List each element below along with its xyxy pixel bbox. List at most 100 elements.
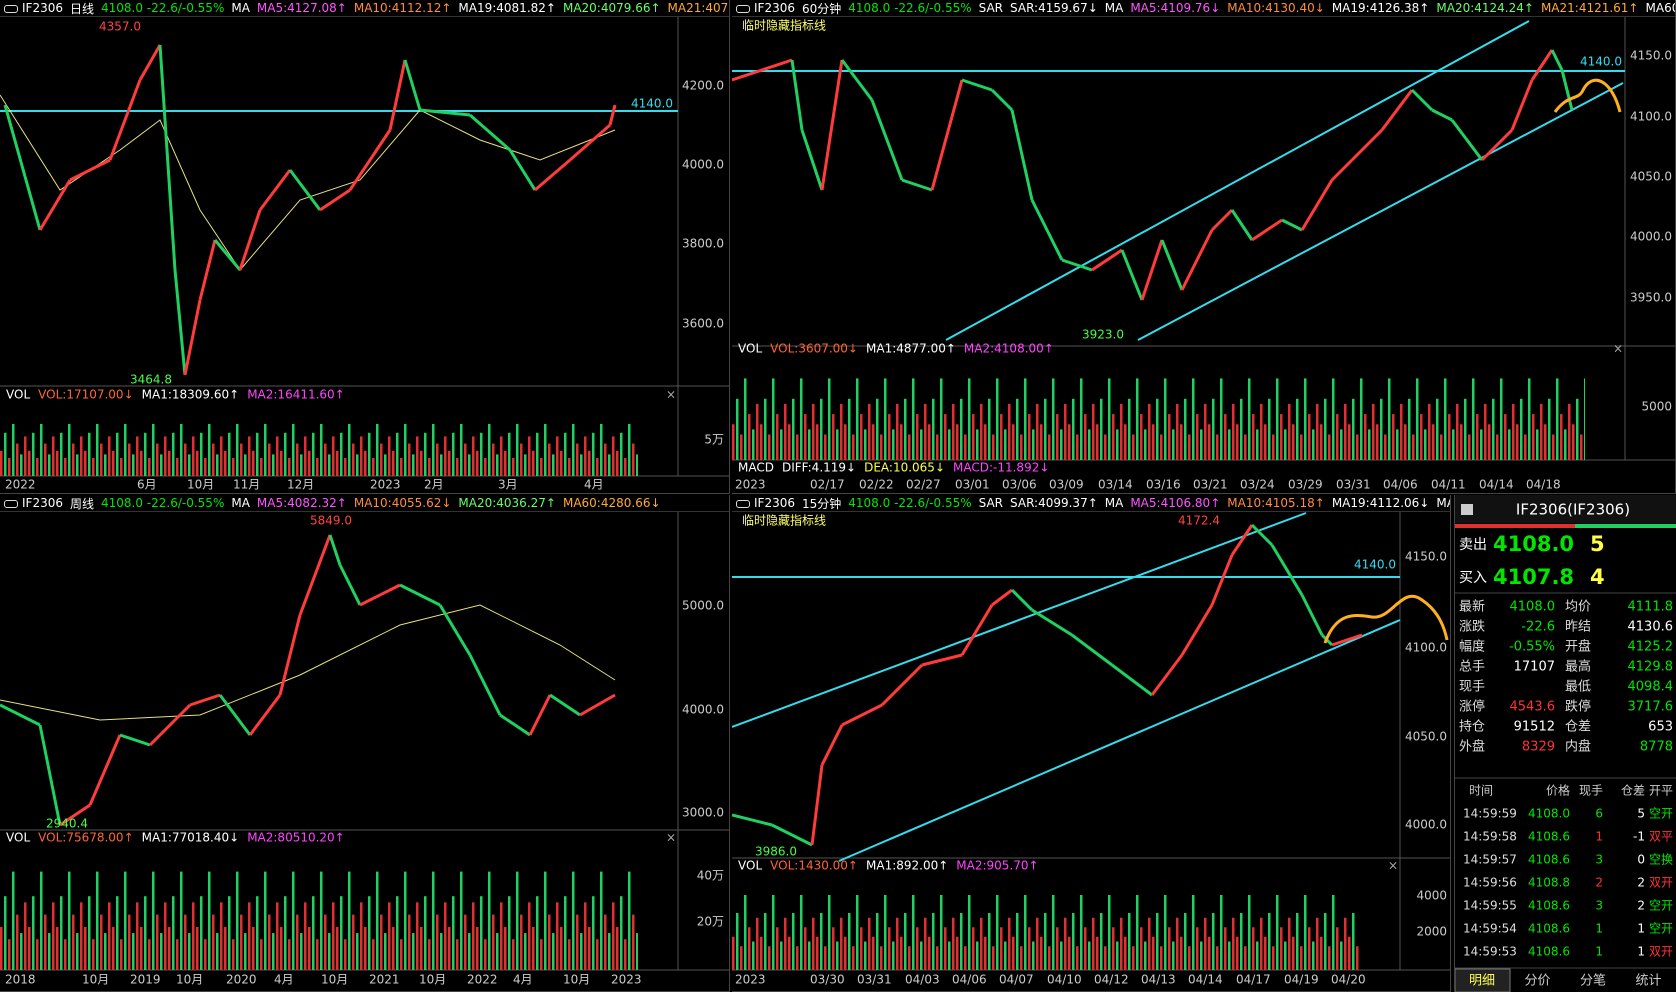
- header-item[interactable]: 日线: [69, 1, 94, 16]
- indicator-label: VOL:3607.00↓: [770, 342, 858, 356]
- chart-panel: 5000.0 4000.0 3000.0 5849.0 2940.4 VOL VOL:756…: [0, 495, 730, 992]
- price-segment: [800, 129, 824, 191]
- tick-cell: -1: [1633, 830, 1645, 844]
- price-segment: [608, 104, 617, 126]
- header-item: MA21:4075.72↑: [667, 1, 729, 15]
- price-segment: [1410, 88, 1434, 112]
- ticks-header: 现手: [1579, 784, 1603, 798]
- time-axis-label: 2023: [611, 973, 642, 987]
- header-item: MA20:4124.24↑: [1436, 1, 1534, 15]
- panel-header: IF2306 60分钟 4108.0 -22.6/-0.55% SAR SAR:4159…: [732, 0, 1675, 17]
- tick-cell: 5: [1637, 807, 1645, 821]
- tick-cell: 2: [1637, 899, 1645, 913]
- time-axis-label: 6月: [137, 478, 157, 492]
- header-item: MA10:4112.12↑: [353, 1, 452, 15]
- indicator-label: MA1:18309.60↑: [142, 388, 240, 402]
- price-segment: [870, 99, 904, 181]
- tick-cell: 空换: [1649, 853, 1673, 867]
- header-item[interactable]: IF2306: [754, 496, 795, 510]
- price-axis-label: 4000.0: [1630, 230, 1672, 244]
- time-axis-label: 10月: [419, 973, 446, 987]
- title-bar: [1455, 495, 1676, 523]
- price-segment: [1160, 239, 1184, 291]
- price-segment: [0, 703, 41, 727]
- link-icon: [4, 500, 18, 508]
- note: 临时隐藏指标线: [742, 513, 826, 528]
- price-segment: [1071, 633, 1113, 667]
- tick-cell: 4108.8: [1528, 876, 1570, 890]
- ask-bar: [1455, 524, 1575, 528]
- ticks-header: 仓差: [1621, 784, 1645, 798]
- header-item: MA: [1104, 496, 1124, 510]
- tick-cell: 1: [1595, 830, 1603, 844]
- price-axis-label: 5000.0: [682, 599, 724, 613]
- price-segment: [1550, 49, 1564, 71]
- price-segment: [1281, 218, 1303, 232]
- time-axis-label: 03/16: [1146, 478, 1181, 492]
- header-item: 4108.0 -22.6/-0.55%: [101, 496, 225, 510]
- price-segment: [1010, 109, 1034, 201]
- time-axis-label: 03/24: [1240, 478, 1275, 492]
- price-segment: [1210, 554, 1234, 606]
- tick-cell: 3: [1595, 899, 1603, 913]
- tab[interactable]: 分价: [1524, 974, 1550, 989]
- tab[interactable]: 统计: [1635, 974, 1661, 989]
- header-item: MA20:4079.66↑: [562, 1, 661, 15]
- header-item: MA19:4112.06↓: [1331, 496, 1430, 510]
- header-item[interactable]: IF2306: [754, 1, 795, 15]
- stat-value: 8329: [1522, 740, 1555, 755]
- time-axis-label: 04/13: [1141, 973, 1176, 987]
- time-axis-label: 03/14: [1098, 478, 1133, 492]
- stat-label: 均价: [1565, 600, 1591, 615]
- volume-bars: [0, 867, 638, 970]
- tab[interactable]: 明细: [1469, 974, 1495, 989]
- ticks-header: 价格: [1546, 783, 1570, 798]
- volume-axis-label: 4000: [1416, 889, 1447, 903]
- tick-cell: 双平: [1649, 830, 1673, 844]
- time-axis-label: 02/17: [810, 478, 845, 492]
- price-segment: [820, 59, 844, 191]
- time-axis-label: 04/12: [1094, 973, 1129, 987]
- stat-label: 最高: [1565, 659, 1591, 675]
- tick-cell: 1: [1595, 922, 1603, 936]
- time-axis-label: 03/09: [1049, 478, 1084, 492]
- price-segment: [1061, 258, 1093, 272]
- header-item[interactable]: 15分钟: [801, 496, 842, 511]
- link-icon: [736, 500, 750, 508]
- tick-cell: 1: [1637, 922, 1645, 936]
- high-label: 4357.0: [99, 20, 141, 34]
- price-segment: [880, 663, 924, 707]
- price-segment: [1331, 633, 1363, 647]
- header-item[interactable]: IF2306: [22, 1, 63, 15]
- time-axis-label: 2023: [735, 478, 766, 492]
- price-segment: [298, 534, 332, 616]
- price-segment: [338, 564, 362, 606]
- price-segment: [771, 823, 813, 847]
- tick-cell: 1: [1595, 945, 1603, 959]
- indicator-label: VOL: [738, 859, 762, 873]
- tab[interactable]: 分笔: [1580, 973, 1606, 989]
- tick-cell: 14:59:53: [1463, 945, 1517, 959]
- time-axis-label: 12月: [287, 478, 314, 492]
- price-segment: [921, 653, 963, 667]
- header-item[interactable]: 60分钟: [801, 1, 842, 16]
- close-icon: ×: [1388, 859, 1398, 873]
- low-label: 2940.4: [46, 817, 88, 831]
- price-segment: [469, 113, 511, 152]
- price-segment: [258, 169, 292, 211]
- price-segment: [901, 178, 933, 192]
- active-tab[interactable]: [1455, 968, 1511, 992]
- header-item[interactable]: IF2306: [22, 496, 63, 510]
- indicator-label: MA2:4108.00↑: [964, 342, 1054, 356]
- time-axis-label: 2023: [735, 973, 766, 987]
- price-axis-label: 4200.0: [682, 79, 724, 93]
- price-axis-label: 4050.0: [1630, 170, 1672, 184]
- high-label: 4172.4: [1178, 514, 1220, 528]
- price-segment: [1031, 608, 1073, 637]
- time-axis-label: 10月: [176, 973, 203, 987]
- header-item[interactable]: 周线: [69, 496, 94, 511]
- volume-bars: [732, 895, 1360, 970]
- price-axis-label: 3600.0: [682, 317, 724, 331]
- panel-header: IF2306 15分钟 4108.0 -22.6/-0.55% SAR SAR:4099…: [732, 495, 1450, 512]
- time-axis-label: 2018: [5, 973, 36, 987]
